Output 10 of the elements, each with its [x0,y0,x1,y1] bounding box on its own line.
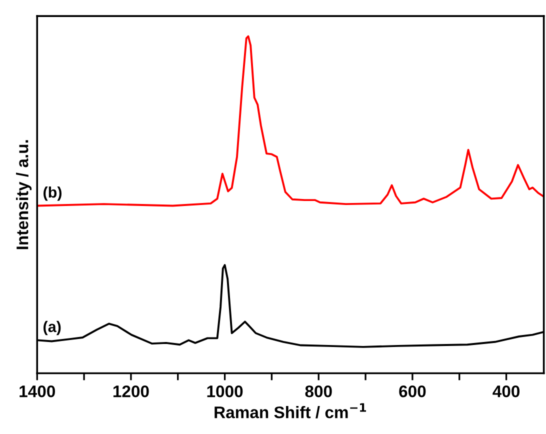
x-tick-label: 1400 [20,385,55,398]
x-tick-label: 1200 [113,385,149,398]
x-tick-label: 600 [399,385,426,398]
y-axis-title: Intensity / a.u. [16,140,32,250]
x-tick-label: 400 [492,385,520,398]
x-axis-title: Raman Shift / cm$^{−1}$ [214,403,366,418]
x-tick-label: 800 [305,385,332,398]
series-label: (b) [44,186,62,201]
series-label: (a) [44,320,61,336]
x-tick-label: 1000 [207,385,243,398]
